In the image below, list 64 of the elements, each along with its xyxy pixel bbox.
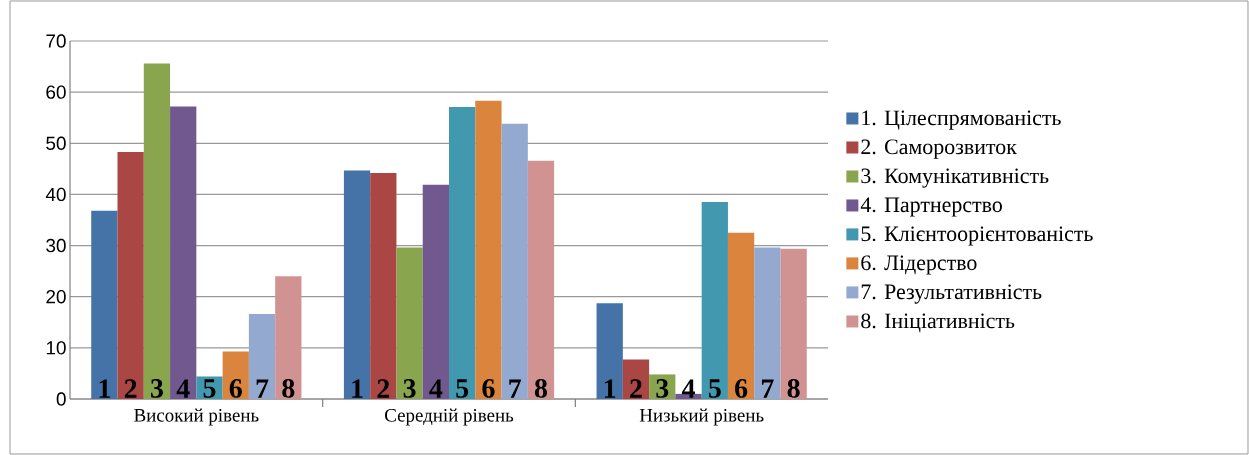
annotation: 7 — [509, 379, 521, 398]
annotation: 8 — [787, 378, 800, 398]
legend-label: 3. Комунікативність — [861, 168, 1049, 188]
bar — [370, 172, 397, 399]
bar — [143, 63, 171, 399]
legend-label: 8. Ініціативність — [861, 313, 1015, 333]
bar — [780, 248, 807, 399]
annotation: 3 — [151, 379, 163, 398]
bar — [248, 314, 276, 399]
y-tick-label: 50 — [46, 136, 66, 150]
legend-label: 5. Клієнтоорієнтованість — [861, 226, 1093, 246]
annotation: 5 — [456, 379, 469, 398]
annotation: 8 — [282, 378, 295, 398]
bar — [475, 100, 502, 399]
legend-label: 7. Результативність — [861, 284, 1042, 304]
annotation: 8 — [534, 378, 548, 398]
legend-label: 1. Цілеспрямованість — [862, 110, 1061, 130]
annotation: 1 — [604, 379, 616, 398]
bar — [449, 106, 476, 399]
bar — [422, 184, 450, 399]
bar — [91, 210, 118, 399]
y-tick-label: 10 — [46, 341, 66, 355]
annotation: 4 — [429, 379, 443, 398]
annotation: 1 — [352, 379, 363, 398]
annotation: 7 — [256, 379, 269, 398]
annotation: 6 — [229, 379, 242, 398]
annotation: 1 — [99, 379, 110, 398]
legend-label: 6. Лідерство — [861, 255, 977, 275]
bar — [117, 151, 144, 399]
bar — [701, 202, 728, 399]
y-tick-label: 40 — [45, 187, 66, 202]
bar — [596, 303, 623, 399]
bar — [527, 160, 555, 399]
bar — [275, 276, 302, 399]
legend-label: 4. Партнерство — [860, 197, 1002, 217]
bar — [222, 351, 249, 399]
annotation: 5 — [708, 379, 721, 398]
bar — [754, 247, 781, 399]
x-tick-label: Низький рівень — [639, 408, 764, 426]
y-tick-label: 70 — [46, 34, 66, 48]
annotation: 4 — [176, 379, 190, 398]
annotation: 6 — [482, 379, 495, 398]
annotation: 2 — [377, 379, 390, 398]
bar — [196, 376, 223, 399]
bar — [396, 247, 423, 399]
annotation: 6 — [735, 379, 748, 398]
y-tick-label: 20 — [46, 290, 66, 304]
annotation: 2 — [630, 379, 642, 398]
bar — [343, 170, 371, 399]
bar — [501, 123, 528, 399]
annotation: 3 — [656, 379, 669, 398]
y-tick-label: 0 — [56, 392, 66, 406]
x-tick-label: Середній рівень — [385, 408, 514, 426]
bar — [727, 232, 755, 399]
legend-label: 2. Саморозвиток — [861, 139, 1017, 159]
annotation: 4 — [681, 379, 695, 398]
annotation: 5 — [203, 379, 216, 398]
y-tick-label: 60 — [46, 85, 66, 99]
bar — [170, 106, 197, 399]
annotation: 2 — [124, 379, 137, 398]
annotation: 3 — [403, 379, 416, 398]
annotation: 7 — [761, 379, 774, 398]
y-tick-label: 30 — [46, 238, 66, 253]
x-tick-label: Високий рівень — [134, 408, 259, 426]
